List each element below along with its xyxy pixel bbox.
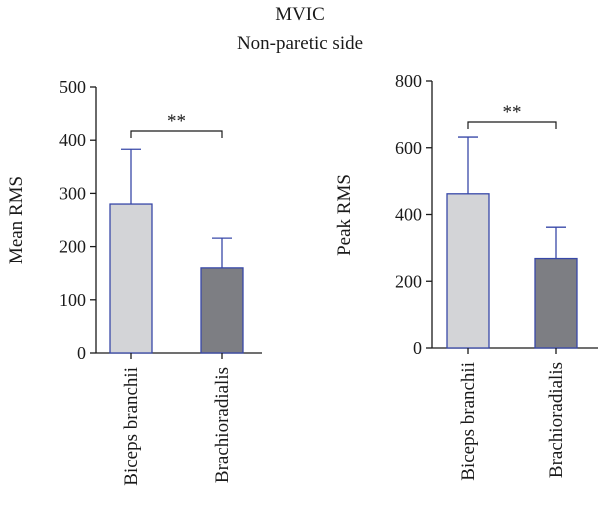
y-tick-label: 200 [59, 237, 86, 257]
category-label: Brachioradialis [212, 367, 233, 483]
y-tick-label: 600 [395, 138, 422, 158]
y-tick-label: 400 [395, 205, 422, 225]
category-label: Brachioradialis [546, 362, 567, 478]
bar-1 [200, 267, 244, 354]
significance-bracket [130, 130, 223, 138]
bar-0 [109, 203, 153, 354]
y-tick-label: 300 [59, 183, 86, 203]
bar-1 [534, 257, 578, 349]
y-axis-label: Peak RMS [334, 174, 355, 256]
chart-peak-rms: Peak RMS 0 200 400 600 800 Biceps branchii Bra… [334, 71, 598, 481]
y-tick-label: 800 [395, 71, 422, 91]
significance-bracket [467, 121, 557, 129]
figure-title: MVIC [275, 4, 325, 25]
y-axis-label: Mean RMS [6, 176, 27, 264]
y-tick-label: 500 [59, 77, 86, 97]
category-label: Biceps branchii [121, 367, 142, 486]
significance-label: ** [503, 102, 522, 123]
significance-label: ** [167, 111, 186, 132]
chart-mean-rms: Mean RMS 0 100 200 300 400 500 Biceps branchii… [6, 77, 262, 486]
y-tick-label: 200 [395, 271, 422, 291]
y-tick-label: 100 [59, 290, 86, 310]
bar-0 [446, 193, 490, 349]
y-tick-label: 0 [413, 338, 422, 358]
y-tick-label: 0 [77, 343, 86, 363]
figure-subtitle: Non-paretic side [237, 33, 363, 54]
category-label: Biceps branchii [458, 362, 479, 481]
y-tick-label: 400 [59, 130, 86, 150]
